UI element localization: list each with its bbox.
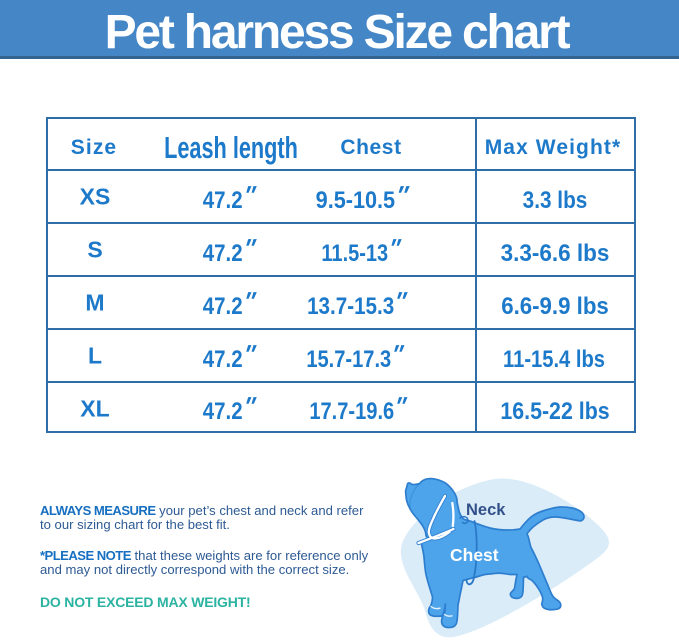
svg-text:Neck: Neck (466, 501, 506, 519)
svg-text:Chest: Chest (450, 545, 499, 565)
